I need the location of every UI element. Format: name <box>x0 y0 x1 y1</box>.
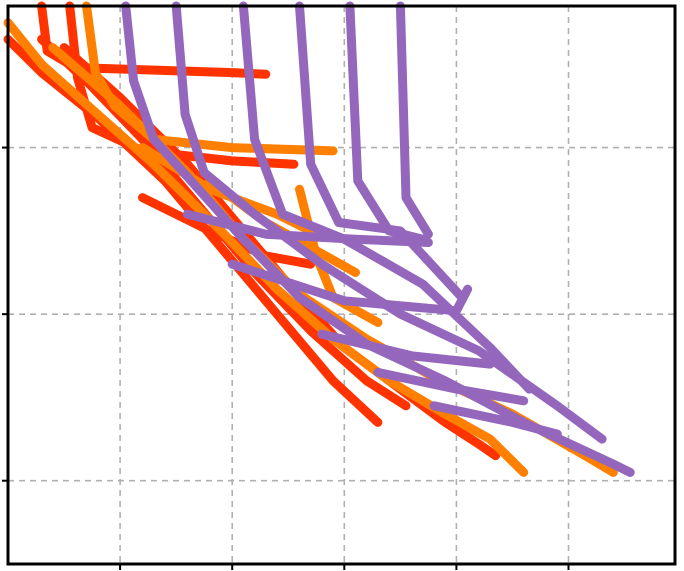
orange-series-line-7 <box>3 18 529 477</box>
purple-series-line-21 <box>317 329 495 369</box>
purple-series-line-19 <box>182 209 433 247</box>
purple-series-line-17 <box>345 1 428 244</box>
purple-series-line-23 <box>429 401 562 439</box>
purple-series-line-16 <box>295 1 467 302</box>
series-lines <box>3 1 635 477</box>
orange-series-line-9 <box>82 1 338 156</box>
purple-series-line-22 <box>373 367 529 406</box>
purple-series-line-18 <box>395 1 433 239</box>
grid-lines <box>8 6 675 564</box>
plot-frame <box>6 4 677 566</box>
purple-series-line-20 <box>227 259 473 316</box>
